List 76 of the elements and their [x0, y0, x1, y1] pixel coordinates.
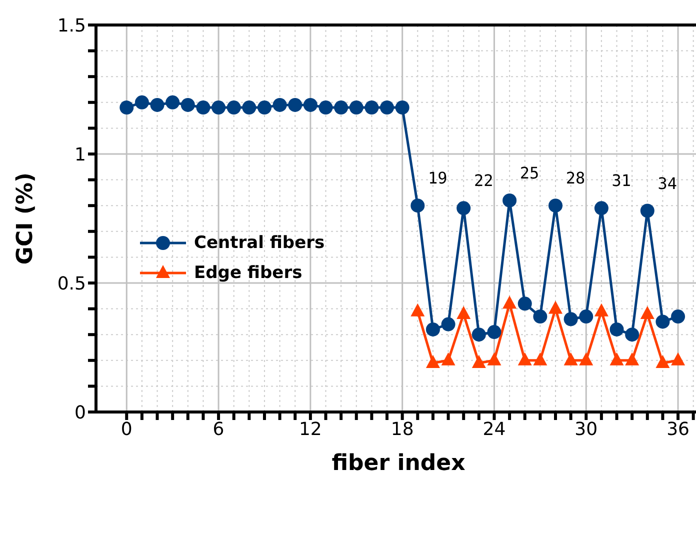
point — [518, 352, 532, 366]
point — [257, 100, 272, 115]
x-axis-title: fiber index — [332, 451, 466, 476]
y-tick-label: 0.5 — [57, 273, 86, 294]
point — [472, 328, 486, 342]
point — [410, 303, 425, 316]
point — [625, 352, 640, 366]
point — [564, 352, 578, 366]
point — [502, 296, 517, 309]
point — [272, 98, 287, 112]
point — [533, 310, 548, 324]
point — [594, 303, 608, 316]
point — [410, 198, 425, 213]
point — [441, 317, 456, 332]
y-tick-label: 1.5 — [57, 15, 86, 36]
point — [226, 100, 241, 115]
point — [640, 204, 654, 218]
point — [640, 306, 654, 319]
point — [610, 352, 624, 366]
point — [564, 312, 578, 326]
point — [303, 98, 318, 112]
annotation: 34 — [658, 174, 678, 193]
point — [456, 201, 471, 216]
point — [349, 100, 364, 115]
point — [134, 95, 149, 110]
point — [625, 328, 640, 342]
point — [456, 306, 471, 319]
point — [656, 314, 670, 329]
point — [548, 198, 562, 213]
annotation: 22 — [474, 171, 494, 190]
point — [196, 100, 210, 115]
legend-label: Edge fibers — [194, 263, 302, 283]
point — [533, 352, 548, 366]
point — [288, 98, 302, 112]
point — [395, 100, 410, 115]
x-tick-label: 30 — [574, 418, 598, 440]
legend-label: Central fibers — [194, 233, 325, 253]
point — [441, 352, 456, 366]
point — [364, 100, 379, 115]
point — [487, 352, 502, 366]
point — [166, 95, 180, 110]
x-tick-label: 36 — [666, 418, 690, 440]
x-tick-label: 18 — [390, 418, 414, 440]
point — [380, 100, 394, 115]
point — [487, 325, 502, 340]
annotation: 19 — [428, 168, 448, 188]
point — [426, 322, 440, 336]
y-tick-label: 1 — [74, 144, 86, 166]
annotation: 31 — [612, 171, 632, 190]
point — [120, 100, 134, 115]
x-tick-label: 0 — [120, 418, 132, 440]
annotation: 25 — [520, 163, 540, 182]
point — [150, 98, 164, 112]
point — [180, 98, 195, 112]
point — [671, 310, 686, 324]
y-axis-title: GCI (%) — [12, 172, 38, 265]
point — [318, 100, 333, 115]
point — [426, 354, 440, 368]
point — [656, 354, 670, 368]
point — [671, 352, 686, 366]
point — [502, 193, 517, 208]
y-tick-label: 0 — [74, 402, 86, 424]
point — [212, 100, 226, 115]
x-tick-label: 12 — [298, 418, 322, 440]
point — [579, 352, 594, 366]
point — [610, 322, 624, 336]
point — [242, 100, 256, 115]
x-tick-label: 24 — [482, 418, 506, 440]
point — [472, 354, 486, 368]
point — [518, 296, 532, 311]
point — [548, 300, 562, 314]
point — [594, 201, 608, 216]
x-tick-label: 6 — [212, 418, 224, 440]
point — [334, 100, 348, 115]
point — [579, 310, 594, 324]
annotation: 28 — [566, 168, 586, 188]
